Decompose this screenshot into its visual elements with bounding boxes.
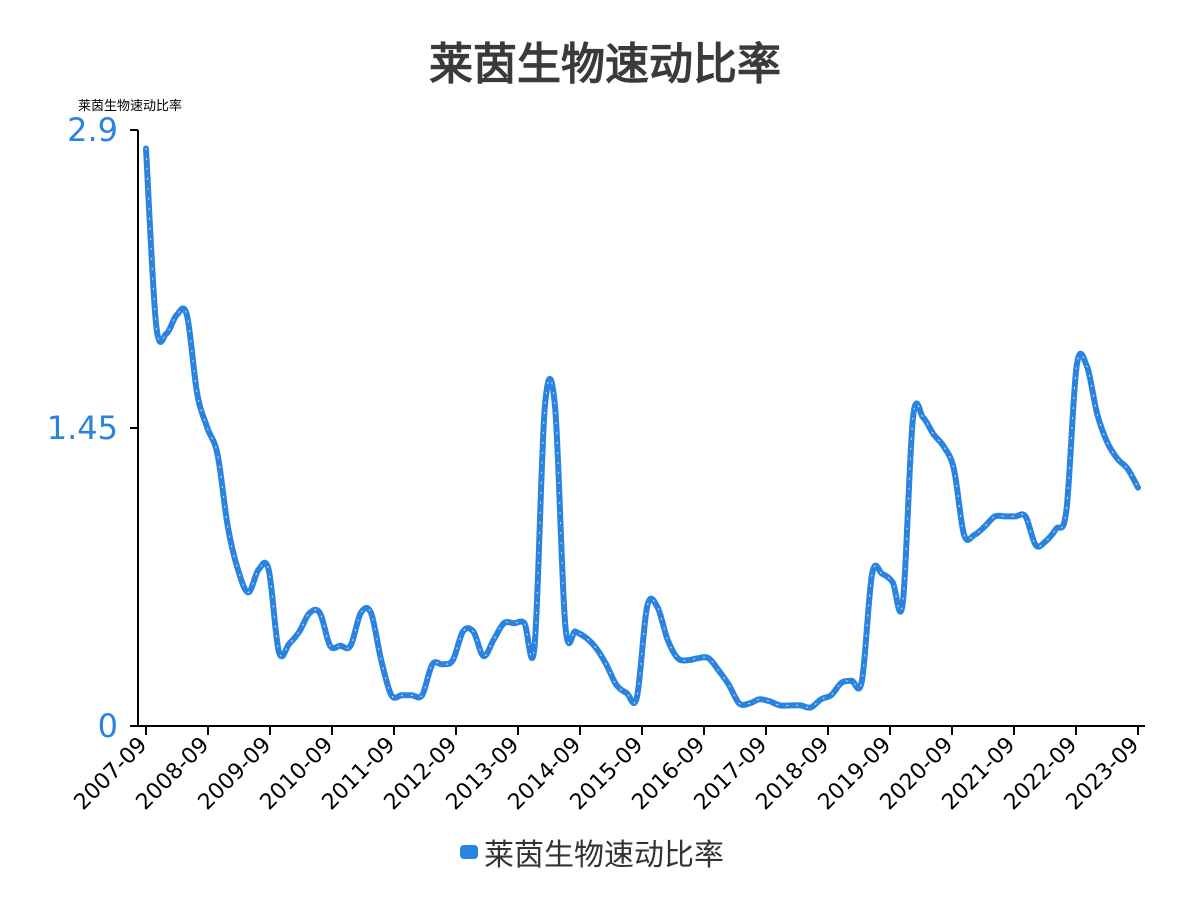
x-tick-labels: 2007-092008-092009-092010-092011-092012-… — [70, 733, 1145, 816]
y-tick-label: 2.9 — [67, 111, 118, 149]
y-tick-label: 1.45 — [47, 409, 118, 447]
legend-swatch — [460, 845, 478, 859]
axes — [130, 129, 1145, 735]
y-tick-label: 0 — [98, 707, 118, 745]
y-tick-labels: 0 1.45 2.9 — [47, 111, 118, 745]
chart-title: 莱茵生物速动比率 — [429, 39, 781, 90]
series-line — [143, 145, 1141, 711]
y-axis-label: 莱茵生物速动比率 — [78, 98, 182, 114]
legend[interactable]: 莱茵生物速动比率 — [460, 832, 724, 873]
series-layer — [143, 145, 1141, 711]
legend-label-series: 莱茵生物速动比率 — [484, 838, 724, 873]
